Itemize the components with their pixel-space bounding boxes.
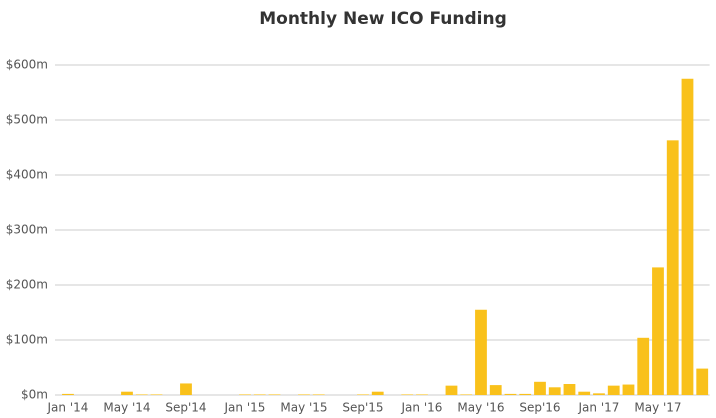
bar bbox=[578, 391, 591, 395]
bar bbox=[150, 394, 163, 395]
bar bbox=[681, 78, 694, 395]
bar bbox=[548, 387, 561, 395]
y-tick-label: $400m bbox=[6, 168, 48, 182]
bar bbox=[180, 383, 192, 395]
x-tick-label: Jan '14 bbox=[47, 401, 89, 415]
y-tick-label: $100m bbox=[6, 333, 48, 347]
y-tick-label: $600m bbox=[6, 58, 48, 72]
bar bbox=[666, 140, 679, 395]
bar bbox=[416, 394, 428, 395]
bar bbox=[357, 394, 369, 395]
bar bbox=[593, 393, 605, 395]
x-tick-label: Jan '17 bbox=[578, 401, 620, 415]
x-tick-label: Jan '16 bbox=[401, 401, 443, 415]
bar bbox=[253, 394, 266, 395]
x-tick-label: May '17 bbox=[634, 401, 681, 415]
x-tick-label: Sep'14 bbox=[165, 401, 206, 415]
x-tick-label: May '15 bbox=[280, 401, 327, 415]
x-tick-label: Sep'15 bbox=[342, 401, 383, 415]
bar bbox=[445, 385, 458, 395]
bar bbox=[460, 394, 473, 395]
bar bbox=[268, 394, 281, 395]
x-tick-label: May '16 bbox=[457, 401, 504, 415]
bar bbox=[401, 394, 414, 395]
bar bbox=[519, 393, 532, 395]
y-tick-label: $200m bbox=[6, 278, 48, 292]
bar bbox=[475, 309, 487, 395]
x-tick-label: Sep'16 bbox=[519, 401, 560, 415]
y-tick-label: $500m bbox=[6, 113, 48, 127]
bar bbox=[534, 381, 546, 395]
chart-title: Monthly New ICO Funding bbox=[259, 9, 507, 29]
bar bbox=[652, 267, 664, 395]
y-tick-label: $300m bbox=[6, 223, 48, 237]
bar bbox=[298, 394, 310, 395]
x-tick-label: May '14 bbox=[103, 401, 150, 415]
x-tick-label: Jan '15 bbox=[224, 401, 266, 415]
bar bbox=[489, 385, 502, 395]
bar bbox=[563, 384, 576, 395]
bar bbox=[607, 385, 620, 395]
bar bbox=[312, 394, 325, 395]
bar bbox=[135, 394, 148, 395]
bar bbox=[371, 391, 384, 395]
bar bbox=[622, 384, 635, 395]
bar bbox=[62, 393, 74, 395]
bar bbox=[637, 337, 650, 395]
bar bbox=[121, 391, 133, 395]
bar bbox=[239, 394, 251, 395]
bar bbox=[504, 393, 517, 395]
bar bbox=[696, 368, 709, 395]
y-tick-label: $0m bbox=[21, 388, 48, 402]
